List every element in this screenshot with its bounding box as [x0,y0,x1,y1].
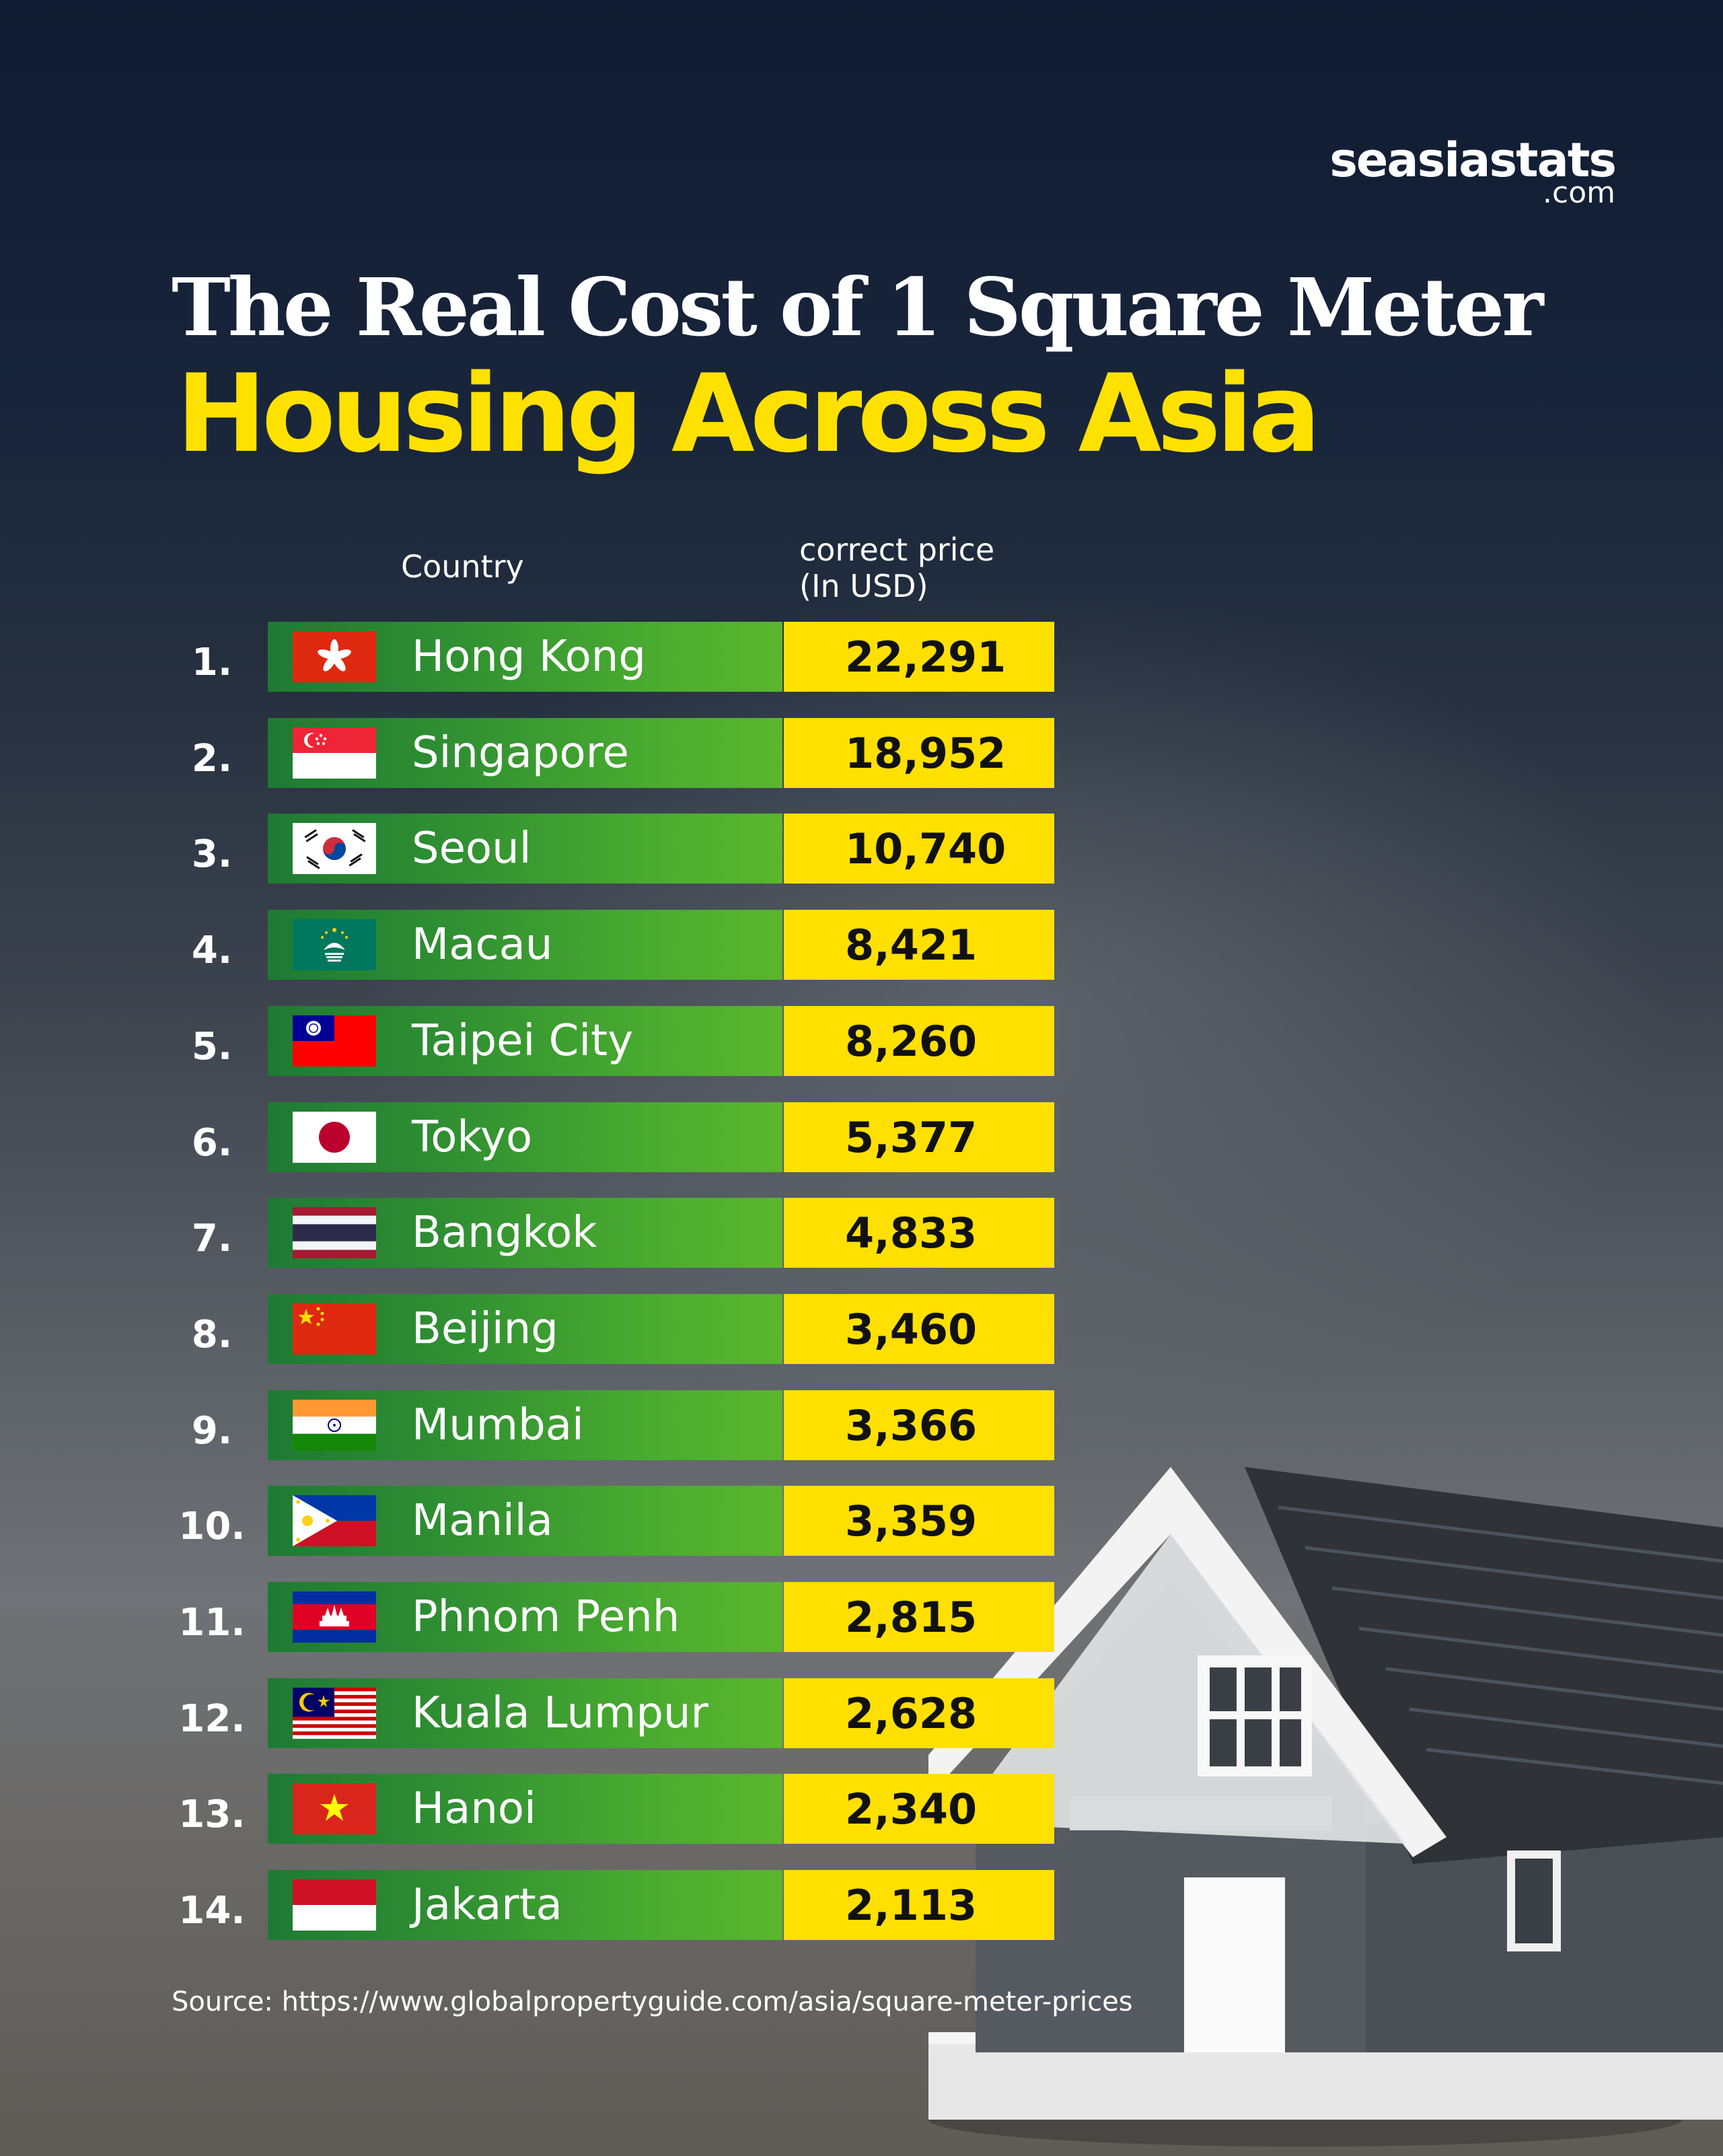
price-bar [784,1774,1054,1844]
ranking-row: 3. Seoul 10,740 [0,814,1076,884]
price-bar [784,1005,1054,1076]
title-line-1: The Real Cost of 1 Square Meter [172,260,1543,354]
taiwan-flag-icon [293,1015,376,1067]
ranking-row: 12. Kuala Lumpur 2,628 [0,1678,1076,1748]
price-label: 3,366 [845,1400,978,1450]
price-label: 3,460 [845,1304,978,1354]
city-label: Hanoi [412,1784,536,1834]
price-label: 2,815 [845,1593,978,1642]
rank-label: 12. [178,1696,246,1741]
price-label: 22,291 [845,633,1006,682]
city-label: Jakarta [412,1880,562,1931]
ranking-row: 9. Mumbai 3,366 [0,1390,1076,1460]
price-label: 8,260 [845,1016,978,1066]
rank-label: 10. [178,1505,246,1549]
ranking-row: 8. Beijing 3,460 [0,1293,1076,1364]
city-label: Singapore [412,727,629,778]
price-bar [784,814,1054,884]
ranking-row: 5. Taipei City 8,260 [0,1005,1076,1076]
city-label: Hong Kong [412,632,646,682]
brand-logo: seasiastats .com [1329,133,1617,210]
price-label: 2,628 [845,1688,978,1738]
ranking-row: 1. Hong Kong 22,291 [0,622,1076,692]
city-label: Tokyo [412,1112,533,1162]
ranking-row: 11. Phnom Penh 2,815 [0,1582,1076,1652]
indonesia-flag-icon [293,1879,376,1931]
rank-label: 8. [191,1312,233,1357]
rank-label: 3. [191,832,233,877]
price-label: 2,113 [845,1881,978,1931]
south-korea-flag-icon [293,823,376,875]
city-label: Macau [412,920,553,970]
malaysia-flag-icon [293,1687,376,1739]
rank-label: 2. [191,736,233,781]
thailand-flag-icon [293,1207,376,1259]
price-bar [784,1486,1054,1556]
price-label: 2,340 [845,1785,978,1834]
rank-label: 11. [178,1601,246,1645]
price-label: 10,740 [845,824,1006,874]
city-label: Taipei City [412,1015,634,1066]
price-label: 8,421 [845,921,978,970]
ranking-row: 14. Jakarta 2,113 [0,1870,1076,1941]
brand-name: seasiastats [1329,133,1617,188]
rank-label: 5. [191,1024,233,1069]
city-label: Mumbai [412,1400,584,1450]
price-bar [784,1678,1054,1748]
india-flag-icon [293,1399,376,1451]
china-flag-icon [293,1303,376,1355]
price-bar [784,1293,1054,1364]
price-label: 3,359 [845,1497,978,1546]
rank-label: 6. [191,1120,233,1165]
ranking-row: 2. Singapore 18,952 [0,717,1076,788]
price-bar [784,1870,1054,1941]
price-bar [784,1198,1054,1268]
city-label: Manila [412,1496,553,1546]
price-label: 4,833 [845,1209,978,1258]
house-model-icon [928,1467,1723,2147]
city-label: Phnom Penh [412,1592,680,1642]
rank-label: 7. [191,1217,233,1261]
title-line-2: Housing Across Asia [176,351,1321,476]
singapore-flag-icon [293,727,376,779]
vietnam-flag-icon [293,1783,376,1835]
ranking-row: 7. Bangkok 4,833 [0,1198,1076,1268]
price-bar [784,1102,1054,1172]
rank-label: 14. [178,1889,246,1933]
macau-flag-icon [293,919,376,971]
japan-flag-icon [293,1111,376,1163]
rank-label: 13. [178,1793,246,1837]
column-header-price: correct price (In USD) [799,532,994,604]
city-label: Bangkok [412,1208,597,1258]
ranking-row: 13. Hanoi 2,340 [0,1774,1076,1844]
city-label: Kuala Lumpur [412,1688,708,1738]
price-bar [784,1582,1054,1652]
price-bar [784,1390,1054,1460]
hong-kong-flag-icon [293,631,376,682]
column-header-price-line-1: correct price [799,532,995,568]
city-label: Seoul [412,824,531,874]
price-bar [784,622,1054,692]
column-header-price-line-2: (In USD) [799,568,928,604]
rank-label: 9. [191,1408,233,1453]
cambodia-flag-icon [293,1591,376,1643]
brand-tld: .com [1543,176,1615,210]
ranking-row: 6. Tokyo 5,377 [0,1102,1076,1172]
price-label: 5,377 [845,1112,978,1162]
source-note: Source: https://www.globalpropertyguide.… [172,1986,1133,2017]
column-header-country: Country [401,548,524,585]
rank-label: 4. [191,929,233,973]
rank-label: 1. [191,641,233,684]
price-bar [784,910,1054,980]
price-label: 18,952 [845,728,1006,778]
philippines-flag-icon [293,1495,376,1547]
ranking-row: 4. Macau 8,421 [0,910,1076,980]
ranking-row: 10. Manila 3,359 [0,1486,1076,1556]
city-label: Beijing [412,1303,558,1354]
price-bar [784,717,1054,788]
